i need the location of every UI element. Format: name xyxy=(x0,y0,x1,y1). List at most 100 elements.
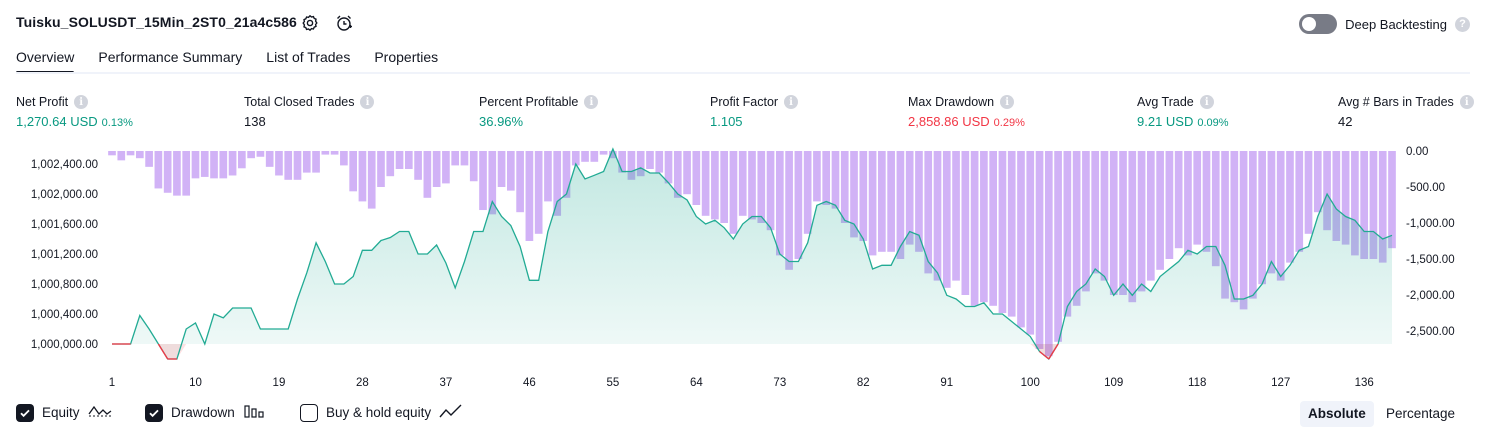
drawdown-bar xyxy=(1063,151,1072,317)
drawdown-bar xyxy=(145,151,153,167)
x-axis-tick: 46 xyxy=(523,377,536,389)
tab-bar: Overview Performance Summary List of Tra… xyxy=(16,46,438,74)
drawdown-bar xyxy=(228,151,237,176)
chart-legend: Equity Drawdown Buy & hold equity Absolu… xyxy=(0,398,1486,430)
drawdown-bar xyxy=(432,151,441,187)
drawdown-bar xyxy=(822,151,831,205)
info-icon[interactable]: i xyxy=(1459,95,1474,109)
drawdown-bar xyxy=(349,151,357,192)
drawdown-bar xyxy=(367,151,376,209)
drawdown-bar xyxy=(219,151,228,179)
metric-value: 2,858.86 USD xyxy=(908,114,990,129)
right-axis-tick: -1,500.00 xyxy=(1406,254,1455,266)
gear-icon[interactable] xyxy=(299,12,321,34)
absolute-button[interactable]: Absolute xyxy=(1300,401,1374,427)
drawdown-bar xyxy=(154,151,163,189)
info-icon[interactable]: i xyxy=(360,95,375,109)
x-axis-tick: 19 xyxy=(273,377,286,389)
drawdown-bar xyxy=(117,151,126,161)
checkbox-checked[interactable] xyxy=(145,403,163,422)
x-axis-tick: 82 xyxy=(857,377,870,389)
metric-value: 9.21 USD xyxy=(1137,114,1194,129)
legend-buy-hold-equity[interactable]: Buy & hold equity xyxy=(300,403,463,422)
equity-chart[interactable]: 1,000,000.00 1,000,400.00 1,000,800.00 1,00… xyxy=(0,140,1486,394)
drawdown-bar xyxy=(924,151,933,274)
deep-backtesting-toggle[interactable] xyxy=(1299,14,1338,34)
strategy-title: Tuisku_SOLUSDT_15Min_2ST0_21a4c586 xyxy=(16,14,297,30)
info-icon[interactable]: i xyxy=(1199,95,1214,109)
toggle-knob xyxy=(1302,17,1317,31)
drawdown-bar xyxy=(562,151,571,198)
drawdown-bar xyxy=(238,151,246,169)
drawdown-bar xyxy=(210,151,218,179)
x-axis-tick: 127 xyxy=(1271,377,1290,389)
equity-area xyxy=(112,147,1393,360)
drawdown-bar xyxy=(321,151,330,155)
left-axis-tick: 1,001,200.00 xyxy=(31,249,98,261)
metric-percent: 0.09% xyxy=(1197,117,1229,129)
loss-area xyxy=(1039,344,1049,359)
add-alert-icon[interactable] xyxy=(333,12,355,34)
right-axis: 0.00 -500.00 -1,000.00 -1,500.00 -2,000.00 -2… xyxy=(1406,146,1455,338)
legend-label: Buy & hold equity xyxy=(326,405,432,420)
metric-value: 42 xyxy=(1338,114,1353,129)
checkbox-unchecked[interactable] xyxy=(300,403,318,422)
drawdown-bar xyxy=(377,151,385,187)
drawdown-bar xyxy=(859,151,868,241)
drawdown-bar xyxy=(1072,151,1081,306)
legend-label: Equity xyxy=(42,405,80,420)
drawdown-bar xyxy=(1267,151,1276,274)
drawdown-bar xyxy=(265,151,274,167)
drawdown-bar xyxy=(655,151,664,173)
drawdown-bar xyxy=(312,151,320,173)
drawdown-bar xyxy=(878,151,886,252)
drawdown-bar xyxy=(711,151,719,220)
x-axis-tick: 37 xyxy=(440,377,453,389)
drawdown-bar xyxy=(581,151,589,162)
tab-properties[interactable]: Properties xyxy=(374,49,439,65)
drawdown-bar xyxy=(1082,151,1090,292)
drawdown-bar xyxy=(952,151,960,281)
drawdown-bar xyxy=(970,151,979,306)
question-icon[interactable]: ? xyxy=(1455,16,1470,32)
x-axis-tick: 73 xyxy=(773,377,786,389)
drawdown-bar xyxy=(646,151,654,169)
drawdown-bar xyxy=(479,151,487,211)
percentage-button[interactable]: Percentage xyxy=(1386,406,1456,421)
info-icon[interactable]: i xyxy=(74,95,89,109)
drawdown-bar xyxy=(1239,151,1248,310)
drawdown-bar xyxy=(516,151,524,213)
drawdown-bar xyxy=(961,151,970,295)
drawdown-bar xyxy=(636,151,645,177)
drawdown-bar xyxy=(1286,151,1294,263)
x-axis-tick: 10 xyxy=(189,377,202,389)
info-icon[interactable]: i xyxy=(784,95,799,109)
info-icon[interactable]: i xyxy=(584,95,599,109)
drawdown-bar xyxy=(627,151,636,180)
drawdown-bar xyxy=(989,151,997,306)
drawdown-bar xyxy=(813,151,821,202)
right-axis-tick: -2,500.00 xyxy=(1406,326,1455,338)
left-axis-tick: 1,002,000.00 xyxy=(31,189,98,201)
legend-drawdown[interactable]: Drawdown xyxy=(145,403,265,422)
drawdown-bar xyxy=(887,151,895,252)
drawdown-bar xyxy=(497,151,506,187)
drawdown-bar xyxy=(386,151,395,177)
loss-area xyxy=(167,344,177,359)
equity-loss-segment xyxy=(157,343,169,360)
legend-label: Drawdown xyxy=(171,405,235,420)
drawdown-bar xyxy=(200,151,209,177)
drawdown-bar xyxy=(1007,151,1016,317)
drawdown-bar xyxy=(850,151,858,238)
metric-label: Net Profit xyxy=(16,95,69,109)
metric-percent: 0.29% xyxy=(993,117,1025,129)
info-icon[interactable]: i xyxy=(1000,95,1015,109)
metric-label: Percent Profitable xyxy=(479,95,579,109)
checkbox-checked[interactable] xyxy=(16,403,34,422)
tab-list-of-trades[interactable]: List of Trades xyxy=(266,49,351,65)
legend-equity[interactable]: Equity xyxy=(16,403,112,422)
tab-performance-summary[interactable]: Performance Summary xyxy=(98,49,243,65)
drawdown-bar xyxy=(673,151,682,198)
drawdown-bar xyxy=(1369,151,1378,259)
tab-overview[interactable]: Overview xyxy=(16,46,75,74)
